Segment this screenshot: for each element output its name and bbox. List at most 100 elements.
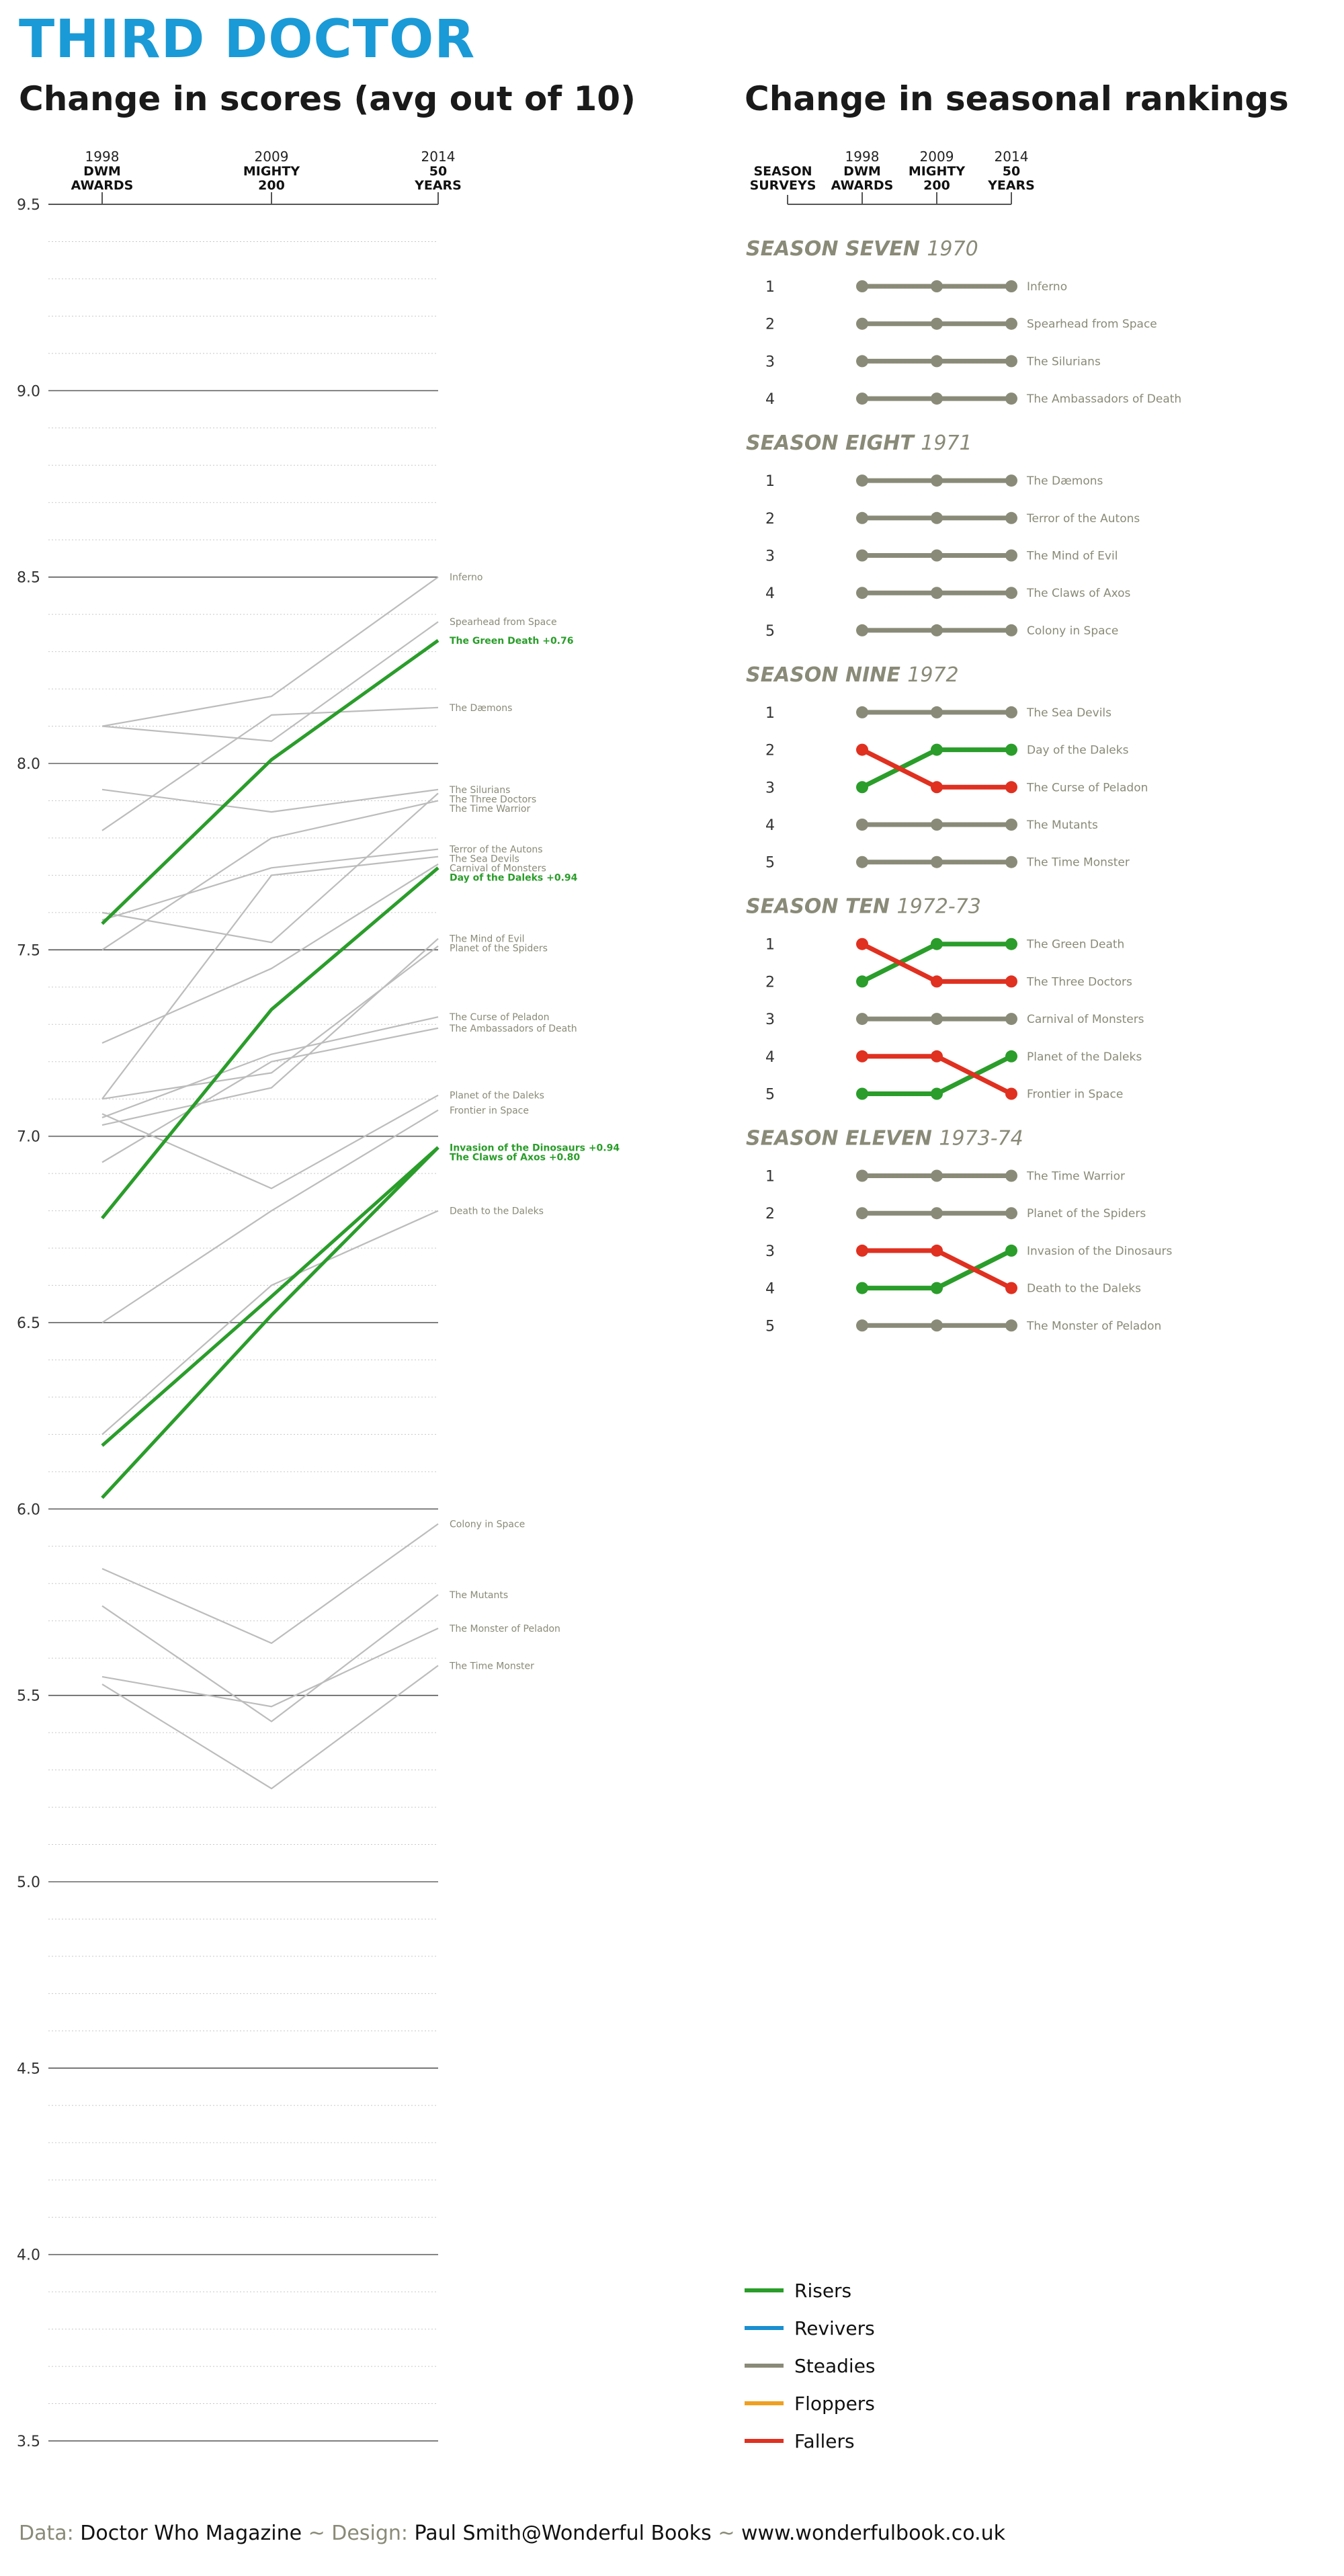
series-line <box>101 1109 439 1323</box>
series-end-label: Planet of the Spiders <box>450 944 548 954</box>
series-line <box>101 638 439 925</box>
season-year: 1973-74 <box>939 1127 1023 1151</box>
footer-separator: ~ <box>308 2522 325 2545</box>
ranking-point <box>931 280 943 292</box>
ranking-label: The Mutants <box>1026 819 1098 832</box>
y-tick-label: 6.0 <box>17 1501 40 1518</box>
ranking-label: Carnival of Monsters <box>1027 1013 1144 1026</box>
ranking-point <box>1005 1282 1017 1294</box>
ranking-point <box>931 856 943 868</box>
ranking-label: Planet of the Spiders <box>1027 1207 1146 1220</box>
x-tick-survey: AWARDS <box>71 178 134 193</box>
ranking-x-survey: 200 <box>923 178 950 193</box>
season-title: SEASON TEN 1972-73 <box>746 895 981 919</box>
series-line <box>101 1146 439 1499</box>
rank-number: 1 <box>765 937 775 954</box>
ranking-label: The Green Death <box>1026 938 1124 952</box>
series-end-label: The Claws of Axos +0.80 <box>450 1152 580 1163</box>
ranking-point <box>931 1050 943 1063</box>
page-title: THIRD DOCTOR <box>19 9 476 70</box>
ranking-point <box>856 1169 868 1182</box>
ranking-header: SURVEYS <box>750 178 816 193</box>
ranking-point <box>1005 1169 1017 1182</box>
rank-number: 2 <box>765 974 775 991</box>
series-line <box>101 1523 439 1645</box>
series-end-label: The Monster of Peladon <box>449 1624 560 1634</box>
ranking-point <box>856 1244 868 1257</box>
ranking-point <box>1005 781 1017 794</box>
ranking-point <box>1005 587 1017 599</box>
ranking-point <box>856 511 868 524</box>
series-line <box>101 621 439 742</box>
series-line <box>101 1146 439 1447</box>
rank-number: 4 <box>765 1281 775 1298</box>
ranking-point <box>856 392 868 405</box>
ranking-point <box>931 1319 943 1332</box>
legend-label: Fallers <box>794 2430 855 2452</box>
ranking-point <box>931 1087 943 1100</box>
rank-number: 1 <box>765 279 775 296</box>
ranking-label: The Dæmons <box>1026 474 1103 488</box>
ranking-label: The Claws of Axos <box>1026 587 1131 600</box>
rank-number: 4 <box>765 391 775 408</box>
ranking-label: The Silurians <box>1026 355 1101 368</box>
rank-number: 3 <box>765 1243 775 1260</box>
ranking-point <box>1005 280 1017 292</box>
rank-number: 5 <box>765 1087 775 1104</box>
series-line <box>101 848 439 921</box>
series-end-label: Death to the Daleks <box>450 1206 544 1217</box>
footer-url[interactable]: www.wonderfulbook.co.uk <box>741 2522 1005 2545</box>
ranking-point <box>856 938 868 950</box>
season-title: SEASON SEVEN 1970 <box>746 237 978 261</box>
season-year: 1972 <box>907 663 958 687</box>
y-tick-label: 7.5 <box>17 942 40 959</box>
ranking-label: Spearhead from Space <box>1027 318 1157 331</box>
ranking-point <box>856 856 868 868</box>
ranking-point <box>931 1244 943 1257</box>
ranking-point <box>856 1087 868 1100</box>
footer-separator: ~ <box>718 2522 735 2545</box>
ranking-point <box>931 624 943 636</box>
series-end-label: Day of the Daleks +0.94 <box>450 873 578 884</box>
x-tick-survey: 50 <box>429 164 447 179</box>
ranking-point <box>1005 317 1017 330</box>
y-tick-label: 4.0 <box>17 2247 40 2264</box>
legend: Risers Revivers Steadies Floppers Fallers <box>745 2280 876 2452</box>
y-tick-label: 5.0 <box>17 1874 40 1891</box>
ranking-point <box>856 317 868 330</box>
series-line <box>101 1665 439 1790</box>
y-tick-label: 9.5 <box>17 197 40 214</box>
ranking-point <box>931 587 943 599</box>
rank-number: 1 <box>765 705 775 722</box>
rank-number: 1 <box>765 1169 775 1186</box>
ranking-label: The Three Doctors <box>1026 975 1132 989</box>
ranking-point <box>1005 975 1017 988</box>
rank-number: 3 <box>765 354 775 370</box>
y-tick-label: 5.5 <box>17 1688 40 1705</box>
ranking-point <box>856 587 868 599</box>
ranking-label: Colony in Space <box>1027 624 1118 638</box>
series-end-label: Inferno <box>450 573 483 583</box>
ranking-point <box>856 781 868 794</box>
season-title: SEASON EIGHT 1971 <box>746 431 972 455</box>
ranking-point <box>856 355 868 368</box>
series-line <box>101 792 439 944</box>
series-line <box>101 576 439 727</box>
ranking-point <box>931 1013 943 1026</box>
ranking-point <box>1005 1013 1017 1026</box>
season-name: SEASON NINE <box>746 663 907 687</box>
rank-number: 5 <box>765 623 775 640</box>
ranking-point <box>1005 1207 1017 1220</box>
ranking-point <box>856 624 868 636</box>
season-title: SEASON NINE 1972 <box>746 663 959 687</box>
rank-number: 3 <box>765 548 775 565</box>
footer-data-label: Data: <box>19 2522 74 2545</box>
ranking-x-year: 2014 <box>995 149 1029 165</box>
series-end-label: Carnival of Monsters <box>450 864 546 874</box>
ranking-point <box>856 1013 868 1026</box>
series-line <box>101 945 439 1100</box>
season-title: SEASON ELEVEN 1973-74 <box>746 1127 1023 1151</box>
ranking-x-survey: DWM <box>843 164 881 179</box>
legend-label: Steadies <box>794 2355 876 2377</box>
